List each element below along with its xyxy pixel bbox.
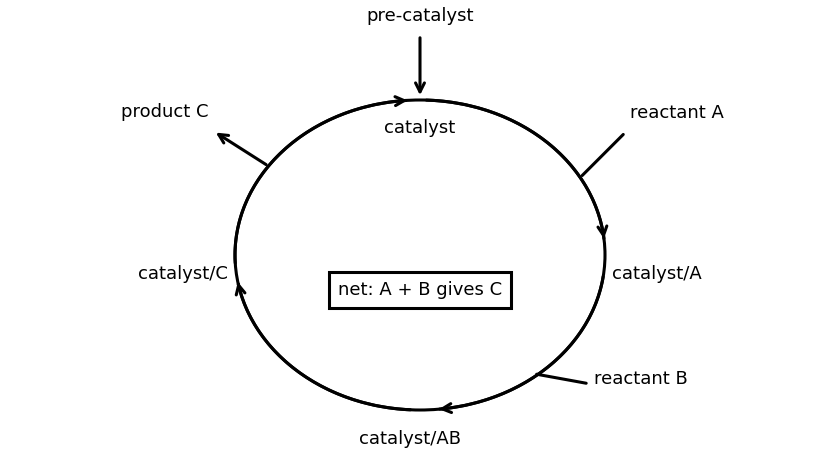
Text: product C: product C bbox=[121, 103, 208, 121]
Text: catalyst: catalyst bbox=[385, 119, 455, 137]
Text: pre-catalyst: pre-catalyst bbox=[366, 7, 474, 25]
Text: reactant A: reactant A bbox=[630, 104, 724, 123]
Text: catalyst/A: catalyst/A bbox=[612, 264, 702, 283]
Text: catalyst/AB: catalyst/AB bbox=[359, 430, 461, 448]
Text: catalyst/C: catalyst/C bbox=[138, 264, 228, 283]
Text: reactant B: reactant B bbox=[594, 370, 688, 388]
Text: net: A + B gives C: net: A + B gives C bbox=[338, 281, 502, 299]
